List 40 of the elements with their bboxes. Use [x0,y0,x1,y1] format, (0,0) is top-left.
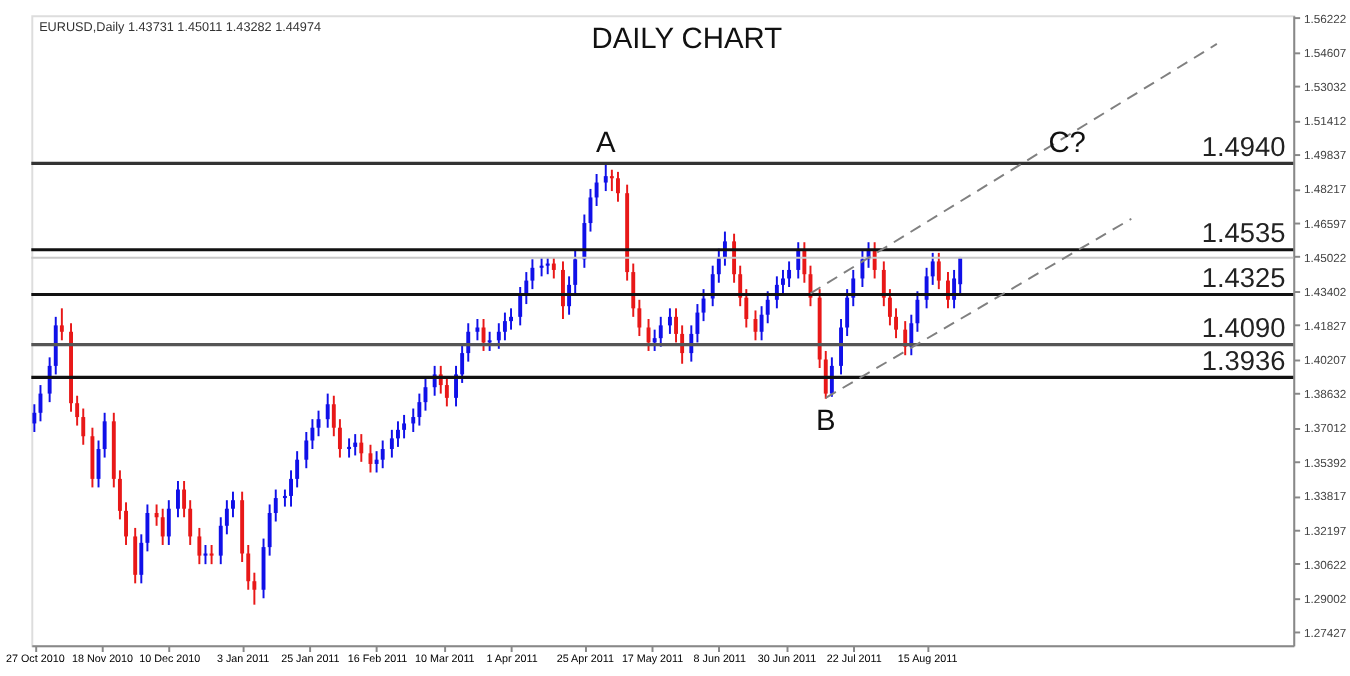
candlestick [616,170,620,203]
ref-line-label: 1.4940 [1201,131,1287,162]
candlestick [353,433,358,457]
candlestick [197,526,202,566]
candlestick [209,543,214,566]
ref-line-label: 1.3936 [1201,345,1287,376]
candlestick [561,260,565,320]
candlestick [658,315,663,348]
candlestick [402,413,407,440]
candlestick [551,256,556,280]
candlestick [133,526,138,585]
candlestick [176,480,180,519]
candlestick [347,437,352,459]
candlestick [325,392,330,429]
candlestick [380,439,385,470]
ref-line-label: 1.4325 [1201,262,1287,293]
candlestick [59,307,64,342]
candlestick [594,173,599,207]
ref-line-label: 1.4535 [1201,217,1287,248]
candlestick [359,433,364,463]
ref-line-label: 1.4090 [1201,312,1287,343]
candlestick [539,256,544,278]
chart-title: DAILY CHART [591,24,783,57]
candlestick [667,307,672,335]
candlestick [487,330,492,352]
annotation: A [595,127,616,160]
annotation: C? [1048,127,1086,160]
candlestick [502,311,507,342]
annotation: B [815,406,836,439]
candlestick [90,426,95,489]
candlestick [475,318,480,342]
candlestick [860,249,865,288]
candlestick [603,162,608,193]
candlestick [787,260,792,288]
candlestick [160,507,165,546]
candlestick [203,543,208,566]
candlestick [936,251,941,291]
candlestick [389,428,394,459]
candlestick [166,499,171,546]
candlestick [802,241,807,284]
